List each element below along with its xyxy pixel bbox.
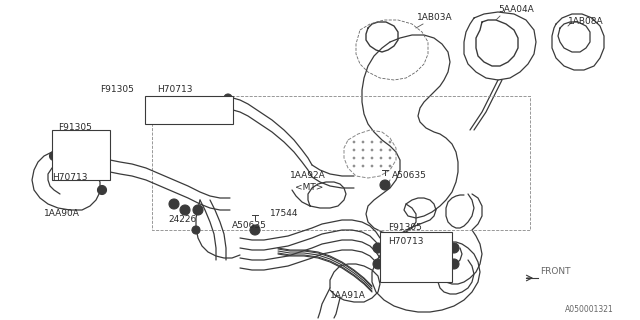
Text: FRONT: FRONT [540,268,570,276]
Circle shape [380,165,382,167]
Circle shape [353,141,355,143]
Circle shape [389,141,391,143]
Text: 17544: 17544 [270,210,298,219]
Circle shape [180,205,190,215]
Bar [380,232,452,282]
Circle shape [373,259,383,269]
Text: 1AA90A: 1AA90A [44,210,80,219]
Circle shape [371,157,373,159]
Text: H70713: H70713 [157,85,193,94]
Text: 24226: 24226 [168,215,196,225]
Circle shape [380,149,382,151]
Circle shape [362,165,364,167]
Circle shape [362,141,364,143]
Circle shape [353,149,355,151]
Circle shape [192,226,200,234]
Circle shape [250,225,260,235]
Circle shape [449,259,459,269]
Text: H70713: H70713 [52,173,88,182]
Circle shape [362,157,364,159]
Circle shape [353,165,355,167]
Circle shape [49,151,58,161]
Bar [52,130,110,180]
Circle shape [380,180,390,190]
Circle shape [224,106,232,114]
Text: F91305: F91305 [58,124,92,132]
Text: <MT>: <MT> [295,183,323,193]
Text: A50635: A50635 [392,172,427,180]
Text: F91305: F91305 [388,223,422,233]
Text: 1AB08A: 1AB08A [568,18,604,27]
Circle shape [224,94,232,102]
Circle shape [449,243,459,253]
Circle shape [380,141,382,143]
Circle shape [193,205,203,215]
Text: 1AA91A: 1AA91A [330,292,366,300]
Bar [145,96,233,124]
Circle shape [371,165,373,167]
Circle shape [371,149,373,151]
Text: 1AB03A: 1AB03A [417,13,452,22]
Circle shape [371,141,373,143]
Text: A50635: A50635 [232,221,267,230]
Circle shape [389,165,391,167]
Circle shape [389,157,391,159]
Circle shape [362,149,364,151]
Text: 1AA92A: 1AA92A [290,172,326,180]
Circle shape [373,243,383,253]
Circle shape [169,199,179,209]
Circle shape [353,157,355,159]
Circle shape [389,149,391,151]
Circle shape [380,157,382,159]
Text: F91305: F91305 [100,85,134,94]
Text: 5AA04A: 5AA04A [498,5,534,14]
Text: A050001321: A050001321 [565,306,614,315]
Text: H70713: H70713 [388,237,424,246]
Circle shape [97,186,106,195]
